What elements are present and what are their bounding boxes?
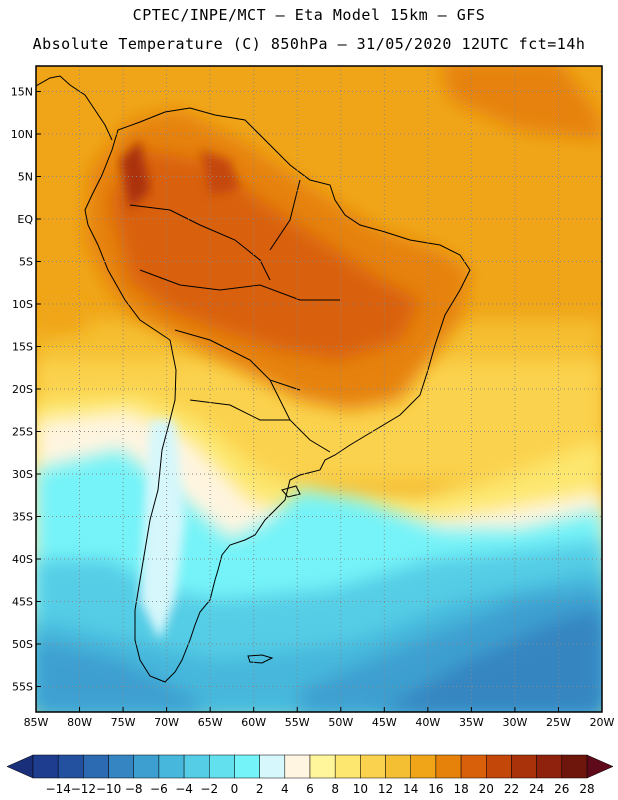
map-title-line2: Absolute Temperature (C) 850hPa – 31/05/… (32, 35, 586, 53)
latitude-tick-label: 5N (18, 171, 33, 184)
south-america-coastline (84, 107, 471, 683)
longitude-tick-label: 35W (459, 716, 484, 729)
longitude-tick-label: 20W (590, 716, 615, 729)
colorbar-label: 4 (281, 782, 289, 796)
colorbar-label: 12 (378, 782, 393, 796)
map-title-line1: CPTEC/INPE/MCT – Eta Model 15km – GFS (132, 6, 486, 24)
colorbar-label: 16 (428, 782, 443, 796)
colorbar-low-arrow (6, 754, 34, 779)
latitude-tick-label: 55S (12, 681, 33, 694)
longitude-tick-label: 45W (372, 716, 397, 729)
longitude-tick-label: 75W (111, 716, 136, 729)
colorbar-swatch (284, 754, 311, 779)
colorbar-swatch (536, 754, 563, 779)
colorbar-swatch (309, 754, 336, 779)
colorbar-swatch (511, 754, 537, 779)
colorbar-label: 20 (479, 782, 494, 796)
colorbar-label: −2 (200, 782, 218, 796)
colorbar-swatch (486, 754, 512, 779)
longitude-tick-label: 50W (328, 716, 353, 729)
colorbar-high-arrow (586, 754, 614, 779)
colorbar-swatch (133, 754, 160, 779)
colorbar-swatch (410, 754, 437, 779)
temperature-field (36, 66, 602, 712)
latitude-tick-label: 30S (12, 468, 33, 481)
colorbar-label: 28 (579, 782, 594, 796)
latitude-tick-label: 10S (12, 298, 33, 311)
longitude-tick-label: 70W (154, 716, 179, 729)
latitude-tick-label: EQ (17, 213, 33, 226)
colorbar-label: 0 (231, 782, 239, 796)
latitude-tick-label: 5S (19, 256, 33, 269)
lagoa-dos-patos (281, 485, 301, 498)
colorbar-label: −12 (71, 782, 96, 796)
longitude-tick-label: 30W (502, 716, 527, 729)
country-border (129, 204, 271, 281)
colorbar-label: −10 (96, 782, 121, 796)
colorbar-swatch (385, 754, 411, 779)
colorbar-swatch (158, 754, 185, 779)
latitude-axis: 15N 10N 5N EQ 5S 10S 15S 20S 25S 30S 35S 40S 45S 50S 5… (11, 86, 41, 694)
colorbar-label: 22 (504, 782, 519, 796)
colorbar-label: 26 (554, 782, 569, 796)
latitude-tick-label: 35S (12, 511, 33, 524)
latitude-tick-label: 20S (12, 383, 33, 396)
longitude-axis: 85W 80W 75W 70W 65W 60W 55W 50W 45W 40W 35W 30W 25W 2… (24, 707, 615, 729)
falkland-islands (247, 654, 274, 664)
latitude-tick-label: 15N (11, 86, 33, 99)
colorbar-swatch (83, 754, 109, 779)
colorbar-label: 6 (306, 782, 314, 796)
latitude-tick-label: 50S (12, 638, 33, 651)
colorbar-swatch (360, 754, 386, 779)
colorbar-label: −6 (150, 782, 168, 796)
colorbar-label: −8 (125, 782, 143, 796)
colorbar-swatch (334, 754, 361, 779)
country-border (269, 179, 301, 251)
temperature-colorbar: −14 −12 −10 −8 −6 −4 −2 0 2 4 6 8 10 12 14 16 18 20 22 24 26… (6, 754, 614, 796)
latitude-tick-label: 15S (12, 341, 33, 354)
longitude-tick-label: 25W (546, 716, 571, 729)
latitude-tick-label: 45S (12, 596, 33, 609)
longitude-tick-label: 55W (285, 716, 310, 729)
latitude-tick-label: 40S (12, 553, 33, 566)
colorbar-swatch (234, 754, 260, 779)
country-border (174, 329, 301, 391)
colorbar-label: 14 (403, 782, 418, 796)
colorbar-label: 18 (453, 782, 468, 796)
longitude-tick-label: 65W (198, 716, 223, 729)
colorbar-swatch (32, 754, 59, 779)
longitude-tick-label: 80W (67, 716, 92, 729)
colorbar-label: −14 (46, 782, 71, 796)
colorbar-label: 8 (331, 782, 339, 796)
longitude-tick-label: 40W (415, 716, 440, 729)
colorbar-swatch (183, 754, 210, 779)
country-border (139, 269, 340, 301)
colorbar-label: 24 (529, 782, 544, 796)
colorbar-swatch (435, 754, 462, 779)
colorbar-swatch (57, 754, 84, 779)
longitude-tick-label: 60W (241, 716, 266, 729)
latitude-tick-label: 10N (11, 128, 33, 141)
colorbar-label: 2 (256, 782, 264, 796)
colorbar-label: −4 (175, 782, 193, 796)
colorbar-swatch (209, 754, 235, 779)
colorbar-swatch (108, 754, 134, 779)
colorbar-swatch (460, 754, 487, 779)
country-border (269, 379, 331, 453)
colorbar-label: 10 (353, 782, 368, 796)
latitude-tick-label: 25S (12, 426, 33, 439)
colorbar-swatch (561, 754, 588, 779)
coastlines (36, 75, 471, 683)
central-america-coastline (36, 75, 113, 141)
longitude-tick-label: 85W (24, 716, 49, 729)
colorbar-swatch (259, 754, 286, 779)
